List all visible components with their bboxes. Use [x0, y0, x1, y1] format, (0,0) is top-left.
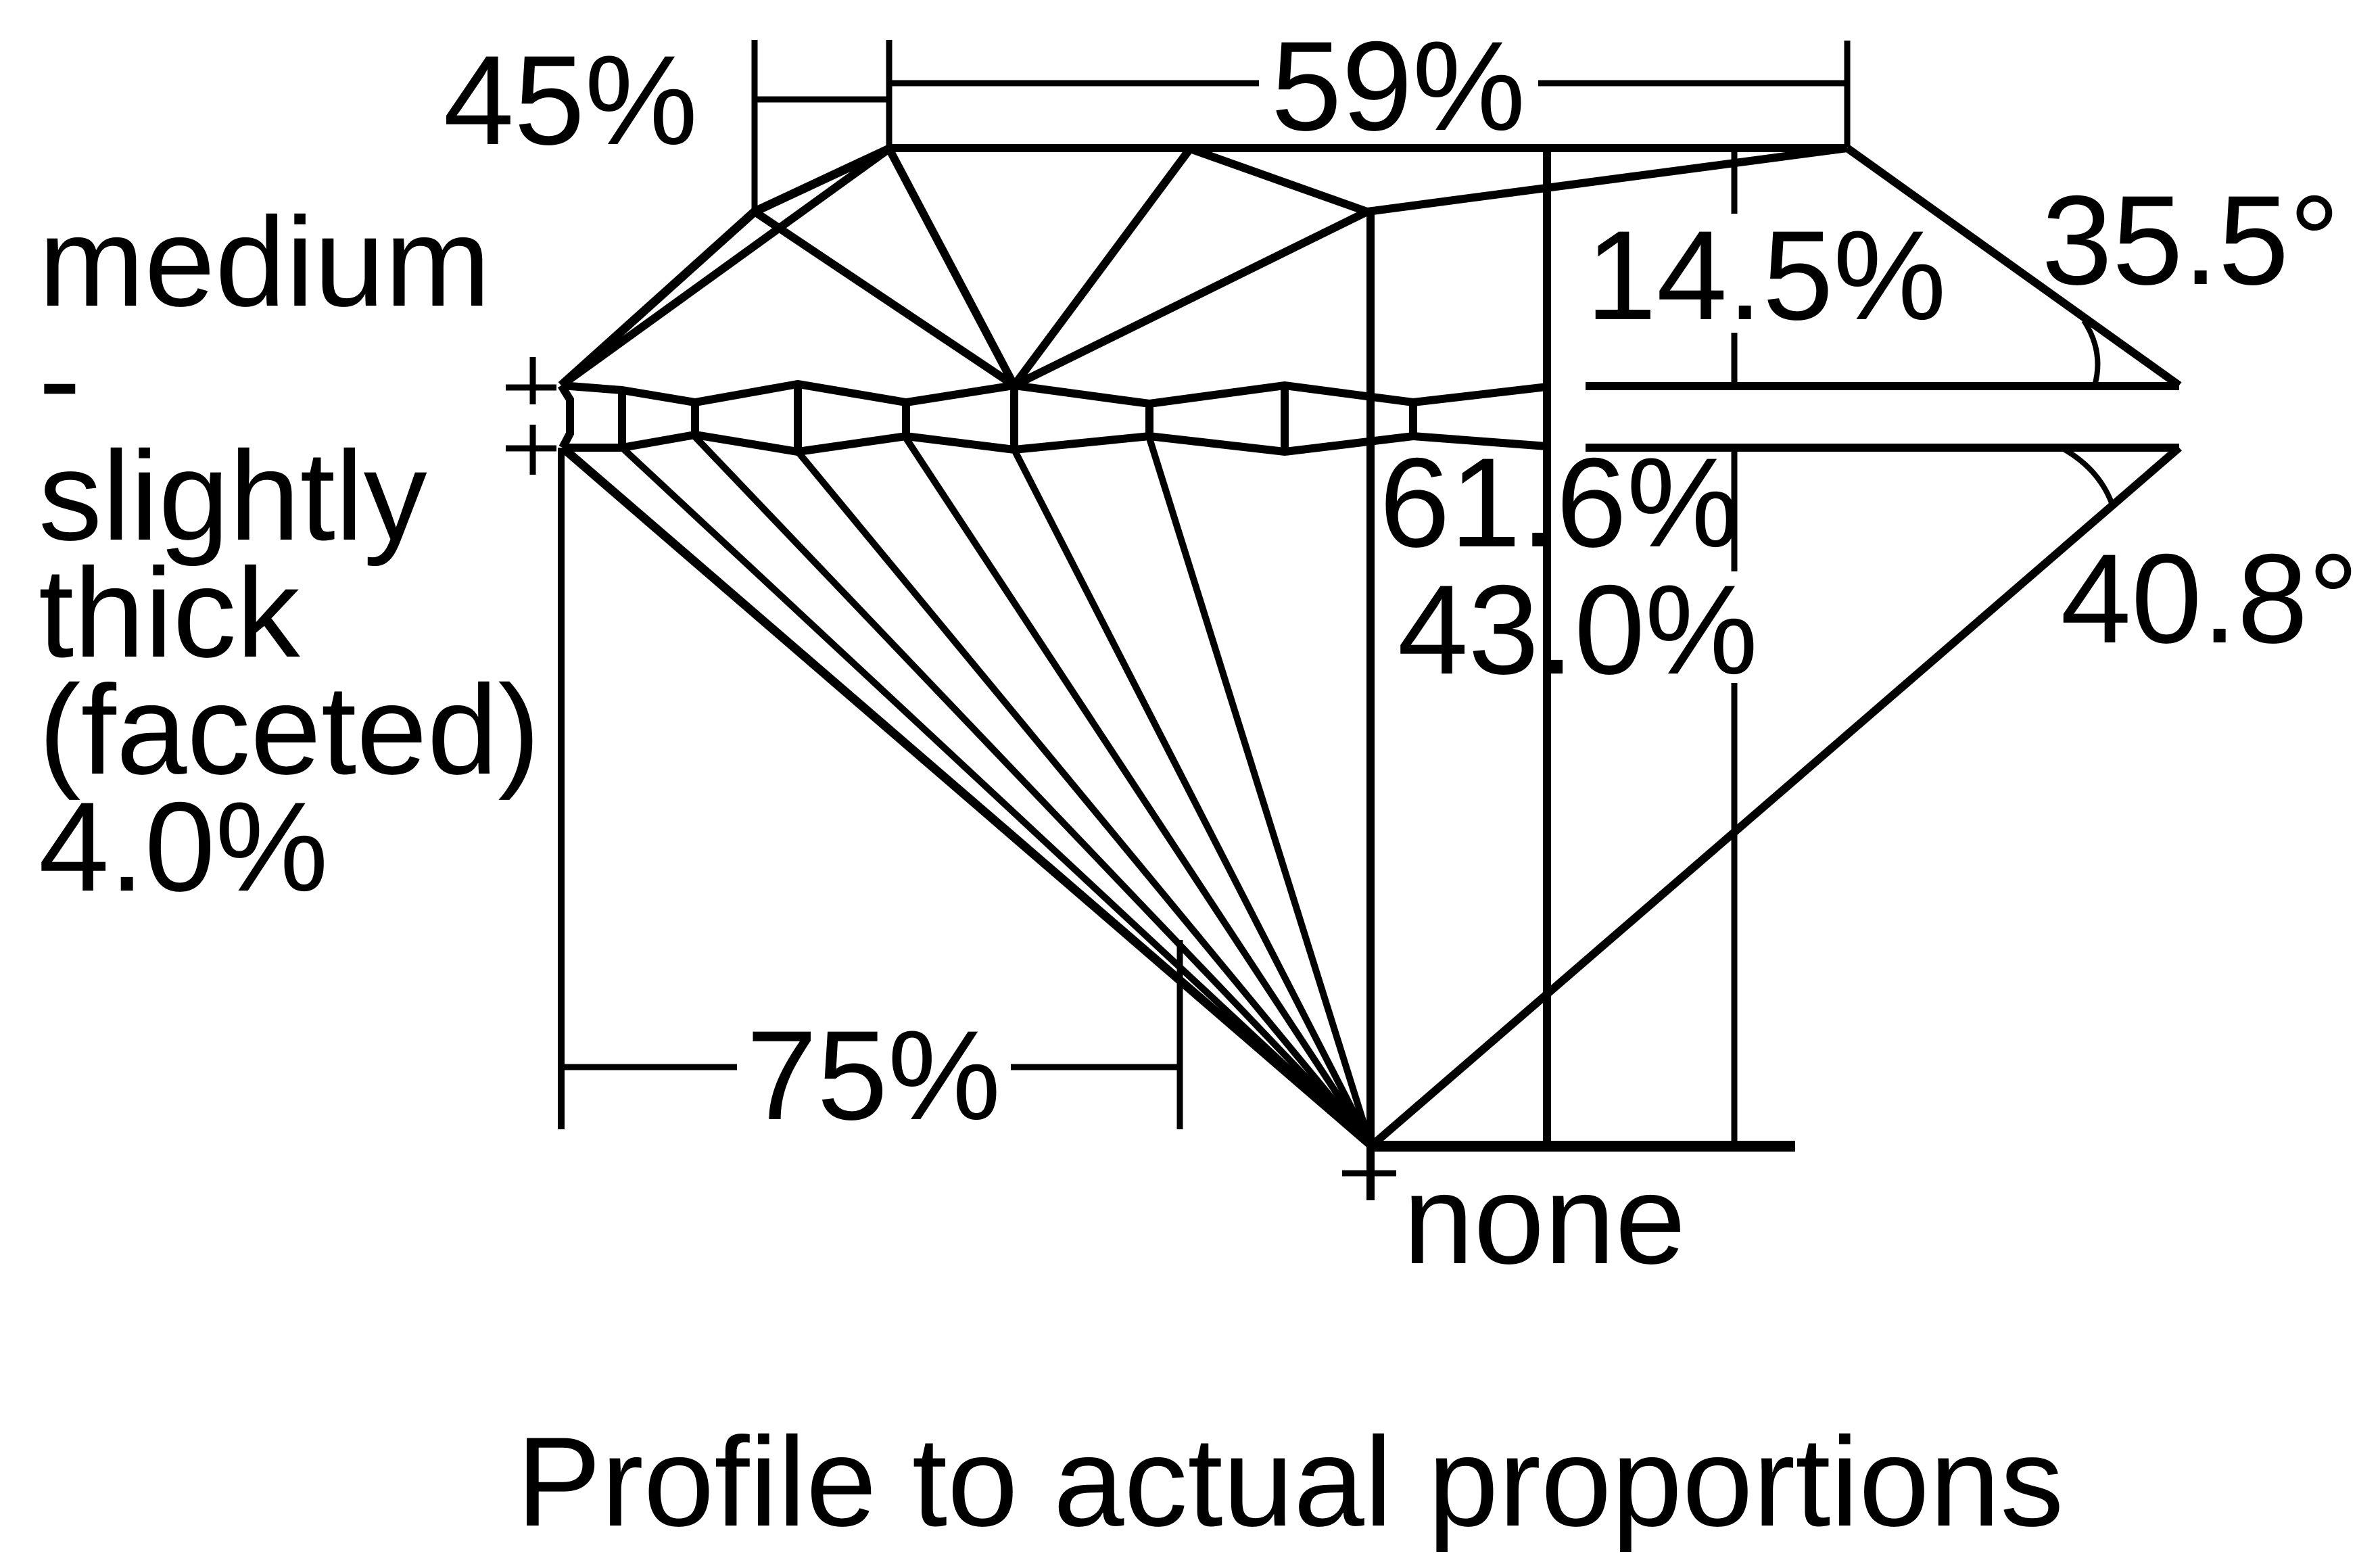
- figure-caption: Profile to actual proportions: [517, 1411, 2064, 1553]
- pavilion-outline-right: [1370, 444, 2182, 1148]
- girdle-upper-zigzag: [561, 379, 1548, 408]
- lower-girdle-label: 75%: [746, 1004, 1001, 1146]
- star-length-dimension: [751, 40, 892, 212]
- crown-facets: [558, 144, 2182, 390]
- bezel-edge-inner: [558, 145, 892, 389]
- girdle-description-label: medium - slightly thick (faceted) 4.0%: [39, 191, 540, 918]
- bezel-edge-left-v: [885, 147, 1018, 387]
- table-width-label: 59%: [1271, 15, 1525, 157]
- total-depth-label: 61.6%: [1379, 431, 1740, 573]
- girdle-thickness-ticks: [506, 357, 556, 475]
- culet-label: none: [1403, 1148, 1686, 1290]
- pavilion-fan-line: [903, 436, 1374, 1147]
- star-lower-edge-right: [1012, 208, 1369, 390]
- crown-height-label: 14.5%: [1586, 204, 1946, 346]
- pavilion-fan-line: [795, 449, 1373, 1148]
- girdle-band: [557, 379, 2179, 456]
- pavilion-fan-line: [619, 445, 1373, 1148]
- girdle-label-line: (faceted): [39, 659, 540, 801]
- girdle-label-line: medium: [39, 191, 491, 333]
- pavilion-facets: [559, 148, 2182, 1200]
- pavilion-fan-line: [1146, 437, 1374, 1146]
- kite-edge-long: [1366, 144, 1848, 216]
- pavilion-fan-line: [1011, 448, 1374, 1147]
- girdle-left-tip: [557, 383, 574, 450]
- pavilion-angle-label: 40.8°: [2060, 527, 2358, 669]
- pavilion-fan-line: [692, 434, 1373, 1148]
- star-edge-2: [1188, 145, 1369, 216]
- pavilion-depth-label: 43.0%: [1398, 559, 1758, 701]
- crown-angle-label: 35.5°: [2041, 169, 2339, 311]
- bezel-edge-right-v: [1011, 146, 1193, 388]
- culet-group: [1342, 1141, 1795, 1177]
- girdle-label-line: slightly: [39, 425, 427, 567]
- star-length-label: 45%: [444, 29, 698, 171]
- girdle-label-line: thick: [39, 542, 301, 684]
- star-lower-edge-left: [752, 208, 1017, 389]
- girdle-label-line: 4.0%: [39, 776, 329, 918]
- crown-bevel-right: [1844, 145, 2182, 389]
- girdle-label-line: -: [39, 308, 81, 450]
- table-width-dimension: [889, 41, 1851, 147]
- crown-angle-arc: [2081, 318, 2101, 387]
- pavilion-angle-arc: [2062, 446, 2116, 510]
- girdle-lower-zigzag: [563, 430, 1548, 456]
- pavilion-outline-left: [559, 444, 1374, 1148]
